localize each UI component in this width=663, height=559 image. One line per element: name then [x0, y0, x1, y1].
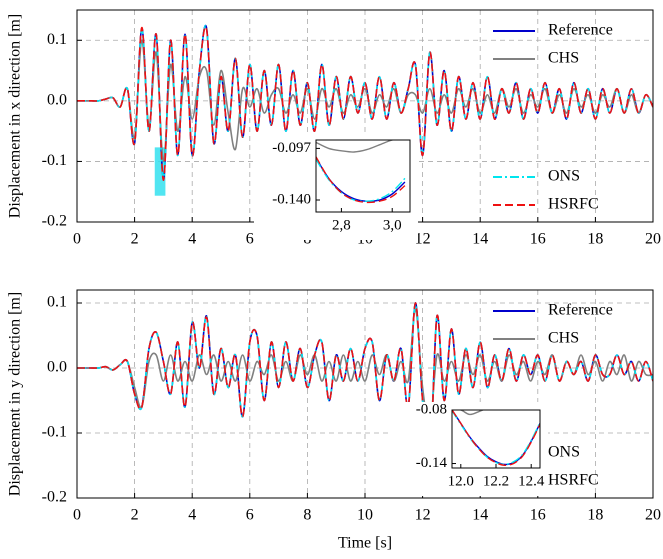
legend-label: HSRFC [548, 196, 599, 213]
series-line [77, 26, 653, 182]
inset-x-tick-label: 2,8 [332, 217, 351, 233]
x-tick-label: 16 [530, 231, 546, 248]
series-line [452, 410, 540, 466]
y-tick-label: 0.0 [47, 359, 67, 376]
x-tick-label: 14 [472, 231, 488, 248]
x-axis-label: Time [s] [338, 535, 392, 552]
x-tick-label: 20 [645, 231, 661, 248]
y-tick-label: -0.2 [42, 213, 67, 230]
inset-y-tick-label: -0.14 [416, 455, 448, 471]
x-tick-label: 6 [246, 231, 254, 248]
x-tick-label: 10 [357, 507, 373, 524]
legend-label: ONS [548, 444, 580, 461]
series-line [452, 410, 540, 467]
legend-label: ONS [548, 168, 580, 185]
y-tick-label: -0.1 [42, 424, 67, 441]
y-tick-label: 0.1 [47, 31, 67, 48]
y-axis-label: Displacement in x direction [m] [7, 14, 24, 218]
x-tick-label: 18 [587, 507, 603, 524]
x-tick-label: 6 [246, 507, 254, 524]
legend-label: CHS [548, 50, 579, 67]
zoom-highlight [154, 147, 166, 196]
x-tick-label: 16 [530, 507, 546, 524]
inset-frame [315, 139, 411, 213]
y-tick-label: -0.1 [42, 152, 67, 169]
x-tick-label: 20 [645, 507, 661, 524]
inset-y-tick-label: -0.140 [272, 191, 311, 207]
series-line [77, 302, 653, 464]
legend-label: HSRFC [548, 472, 599, 489]
x-tick-label: 0 [73, 507, 81, 524]
y-tick-label: 0.1 [47, 294, 67, 311]
legend-label: CHS [548, 330, 579, 347]
inset-background [390, 402, 548, 496]
x-tick-label: 18 [587, 231, 603, 248]
legend-label: Reference [548, 22, 613, 39]
series-line [456, 410, 485, 416]
legend-label: Reference [548, 302, 613, 319]
y-tick-label: -0.2 [42, 489, 67, 506]
inset-y-tick-label: -0.097 [272, 140, 311, 156]
x-tick-label: 2 [131, 231, 139, 248]
y-axis-label: Displacement in y direction [m] [7, 292, 24, 496]
y-tick-label: 0.0 [47, 92, 67, 109]
inset-x-tick-label: 12.2 [483, 473, 509, 489]
inset-x-tick-label: 3,0 [383, 217, 402, 233]
x-tick-label: 12 [415, 507, 431, 524]
x-tick-label: 8 [303, 507, 311, 524]
x-tick-label: 2 [131, 507, 139, 524]
x-tick-label: 4 [188, 507, 196, 524]
x-tick-label: 14 [472, 507, 488, 524]
inset-y-tick-label: -0.08 [416, 401, 447, 417]
series-line [316, 156, 406, 204]
inset-x-tick-label: 12.4 [518, 473, 545, 489]
x-tick-label: 12 [415, 231, 431, 248]
x-tick-label: 0 [73, 231, 81, 248]
inset-x-tick-label: 12.0 [448, 473, 474, 489]
plot-frame [76, 289, 654, 499]
x-tick-label: 4 [188, 231, 196, 248]
